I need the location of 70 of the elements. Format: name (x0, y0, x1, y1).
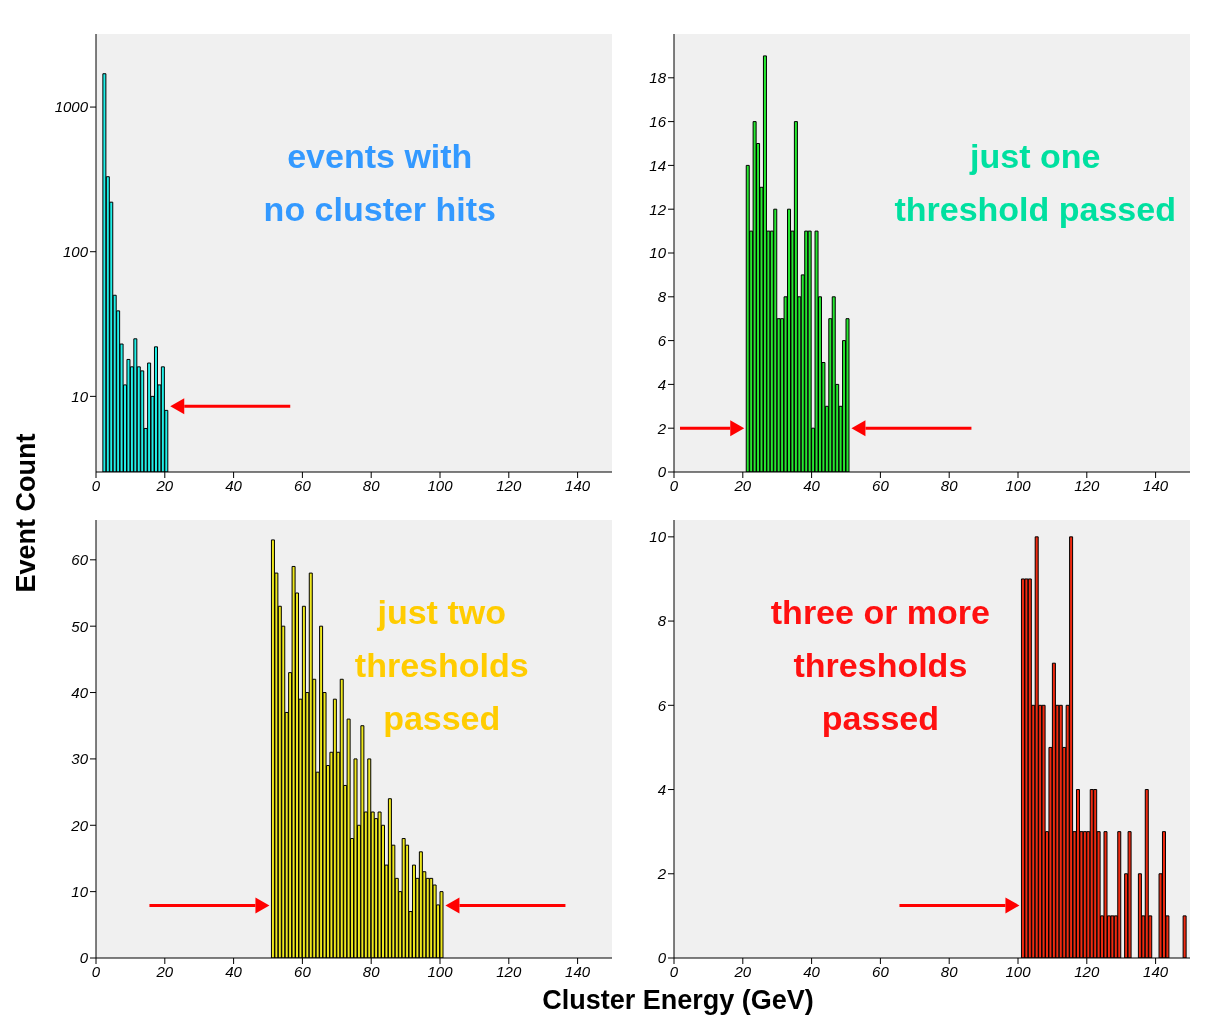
x-tick-label: 120 (1074, 962, 1100, 980)
x-tick-label: 120 (1074, 476, 1100, 494)
y-tick-label: 8 (657, 612, 667, 630)
x-tick-label: 20 (733, 962, 752, 980)
x-tick-label: 40 (225, 962, 243, 980)
annotation: passed (820, 697, 940, 739)
x-tick-label: 100 (1005, 962, 1032, 980)
y-tick-label: 30 (71, 750, 89, 768)
x-tick-label: 60 (294, 476, 312, 494)
y-tick-label: 1000 (54, 98, 89, 116)
x-tick-label: 80 (940, 476, 959, 494)
x-tick-label: 0 (91, 476, 101, 494)
annotation: three or more (769, 591, 991, 633)
x-tick-label: 60 (872, 476, 890, 494)
y-tick-label: 60 (71, 551, 89, 569)
x-tick-label: 140 (565, 476, 591, 494)
x-tick-label: 0 (669, 962, 679, 980)
y-tick-label: 14 (649, 156, 666, 174)
y-tick-label: 20 (70, 816, 89, 834)
x-tick-label: 40 (803, 962, 821, 980)
x-tick-label: 140 (1143, 962, 1169, 980)
annotation: threshold passed (893, 189, 1177, 231)
x-tick-label: 20 (733, 476, 752, 494)
x-tick-label: 140 (565, 962, 591, 980)
x-axis-title: Cluster Energy (GeV) (542, 984, 814, 1016)
x-tick-label: 20 (155, 476, 174, 494)
y-tick-label: 0 (657, 949, 667, 967)
x-tick-label: 120 (496, 476, 522, 494)
annotation: no cluster hits (262, 189, 497, 231)
annotation: thresholds (792, 644, 969, 686)
annotation: just one (968, 136, 1102, 178)
y-tick-label: 0 (79, 949, 89, 967)
x-tick-label: 0 (91, 962, 101, 980)
y-tick-label: 10 (649, 528, 667, 546)
x-tick-label: 60 (294, 962, 312, 980)
y-tick-label: 2 (656, 865, 667, 883)
x-tick-label: 40 (225, 476, 243, 494)
annotation: just two (376, 591, 507, 633)
x-tick-label: 40 (803, 476, 821, 494)
x-tick-label: 100 (1005, 476, 1032, 494)
y-tick-label: 18 (649, 69, 667, 87)
y-axis-title: Event Count (10, 433, 42, 593)
x-tick-label: 100 (427, 476, 454, 494)
y-tick-label: 10 (71, 387, 89, 405)
y-tick-label: 40 (71, 683, 89, 701)
x-tick-label: 60 (872, 962, 890, 980)
y-tick-label: 100 (62, 243, 89, 261)
x-tick-label: 0 (669, 476, 679, 494)
annotation: thresholds (353, 644, 530, 686)
y-tick-label: 6 (657, 696, 667, 714)
y-tick-label: 16 (649, 112, 667, 130)
y-tick-label: 4 (657, 375, 666, 393)
y-tick-label: 50 (71, 617, 89, 635)
y-tick-label: 2 (656, 419, 667, 437)
x-tick-label: 80 (940, 962, 959, 980)
y-tick-label: 6 (657, 331, 667, 349)
x-tick-label: 20 (155, 962, 174, 980)
annotation: passed (382, 697, 502, 739)
x-tick-label: 80 (362, 962, 381, 980)
x-tick-label: 140 (1143, 476, 1169, 494)
x-tick-label: 80 (362, 476, 381, 494)
y-tick-label: 8 (657, 288, 667, 306)
y-tick-label: 4 (657, 780, 666, 798)
annotation: events with (286, 136, 474, 178)
y-tick-label: 12 (649, 200, 667, 218)
x-tick-label: 120 (496, 962, 522, 980)
y-tick-label: 10 (649, 244, 667, 262)
x-tick-label: 100 (427, 962, 454, 980)
y-tick-label: 0 (657, 463, 667, 481)
y-tick-label: 10 (71, 882, 89, 900)
